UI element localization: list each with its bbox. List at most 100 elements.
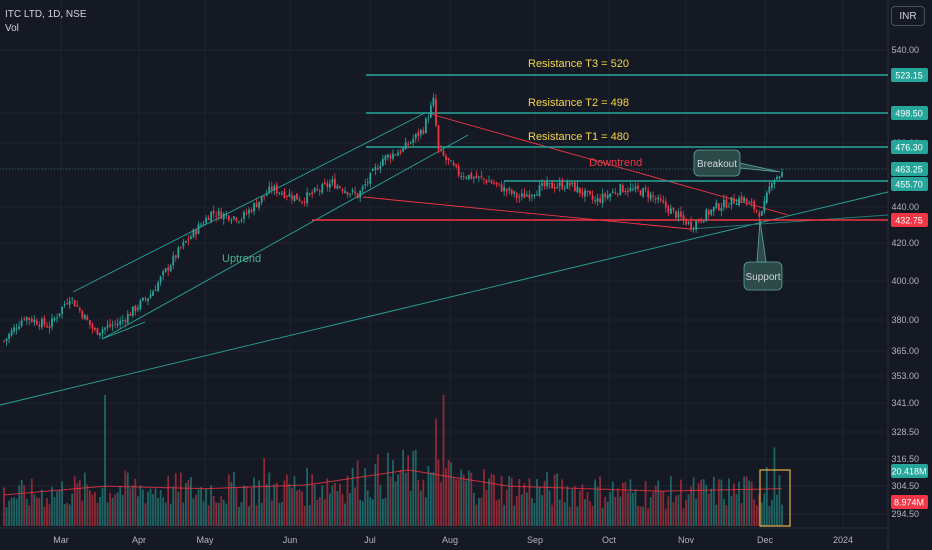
- candle: [599, 193, 602, 204]
- volume-bar: [184, 483, 187, 526]
- volume-bar: [733, 483, 735, 526]
- candle-body: [68, 300, 71, 305]
- candle-body: [503, 187, 506, 192]
- volume-bar: [480, 497, 483, 526]
- volume-bar: [402, 449, 404, 526]
- candle-body: [293, 195, 296, 202]
- volume-bar: [462, 474, 465, 526]
- candle-body: [187, 239, 190, 241]
- candle-body: [159, 276, 162, 283]
- volume-bar: [447, 459, 450, 526]
- candle-body: [73, 300, 76, 307]
- volume-bar: [187, 480, 190, 526]
- candle-body: [379, 165, 382, 169]
- candle: [558, 177, 561, 192]
- candle-body: [523, 193, 526, 198]
- candle-body: [601, 193, 604, 204]
- volume-bar: [591, 505, 594, 526]
- volume-bar: [510, 477, 513, 526]
- volume-bar: [579, 490, 581, 526]
- candle-body: [20, 320, 23, 327]
- volume-bar: [705, 484, 708, 526]
- time-axis-tick: Jul: [364, 535, 376, 545]
- candle: [296, 193, 298, 200]
- candle-body: [162, 271, 165, 276]
- candle: [275, 181, 278, 197]
- candle: [611, 188, 614, 194]
- volume-bar: [245, 486, 248, 526]
- candle: [450, 160, 452, 162]
- candle-body: [490, 180, 493, 184]
- candle: [94, 326, 96, 332]
- volume-bar: [745, 476, 748, 526]
- candle-body: [286, 195, 288, 197]
- candle-body: [265, 194, 268, 196]
- volume-bar: [740, 503, 743, 526]
- volume-bar: [490, 473, 493, 526]
- candle: [695, 219, 698, 233]
- candle-body: [3, 340, 5, 342]
- candle: [306, 187, 309, 207]
- volume-bar: [387, 452, 389, 526]
- candle-body: [745, 198, 748, 202]
- volume-bar: [404, 472, 407, 526]
- price-badge-label: 20.418M: [891, 467, 926, 477]
- candle-body: [78, 308, 81, 311]
- candle-body: [147, 298, 149, 301]
- volume-bar: [238, 506, 240, 526]
- candle: [445, 153, 447, 165]
- candle-body: [263, 196, 266, 198]
- volume-bar: [321, 485, 324, 526]
- candle: [18, 320, 21, 331]
- volume-bar: [126, 472, 129, 526]
- candle: [149, 289, 152, 299]
- uptrend-label: Uptrend: [222, 253, 261, 265]
- candle-body: [614, 192, 617, 194]
- volume-bar: [452, 477, 455, 526]
- candle-body: [83, 314, 86, 320]
- candle: [164, 267, 167, 273]
- candle-body: [548, 182, 551, 184]
- candle: [541, 179, 543, 191]
- candle: [73, 299, 76, 307]
- candle: [556, 182, 559, 189]
- candle: [379, 161, 382, 174]
- candle-body: [553, 187, 556, 189]
- volume-bar: [56, 491, 58, 526]
- candle: [404, 137, 407, 150]
- candle-body: [531, 195, 533, 197]
- candle-body: [331, 179, 334, 183]
- candle-body: [139, 300, 142, 310]
- candle: [642, 187, 644, 198]
- candle: [303, 197, 306, 207]
- candle-body: [205, 217, 207, 224]
- volume-bar: [616, 488, 619, 526]
- candle-body: [288, 193, 291, 197]
- candle-body: [773, 179, 776, 184]
- candle: [250, 207, 253, 214]
- candle-body: [546, 181, 548, 187]
- candle-body: [589, 190, 591, 195]
- volume-bar: [227, 474, 230, 526]
- candle: [677, 208, 680, 222]
- candle: [99, 332, 101, 339]
- volume-bar: [743, 476, 745, 526]
- candle-body: [298, 199, 301, 202]
- volume-bar: [28, 505, 31, 526]
- candle: [142, 297, 144, 302]
- candle: [13, 324, 15, 335]
- candle: [356, 192, 359, 199]
- currency-button[interactable]: INR: [891, 6, 925, 26]
- volume-bar: [268, 472, 271, 526]
- candle: [427, 114, 430, 124]
- candle: [159, 275, 162, 286]
- candle: [510, 188, 513, 197]
- candle: [51, 314, 53, 331]
- price-axis-tick: 365.00: [891, 346, 919, 356]
- volume-bar: [225, 503, 228, 526]
- support-label: Support: [745, 272, 780, 283]
- candle: [755, 209, 758, 214]
- candle: [139, 298, 142, 312]
- candle-body: [712, 206, 715, 212]
